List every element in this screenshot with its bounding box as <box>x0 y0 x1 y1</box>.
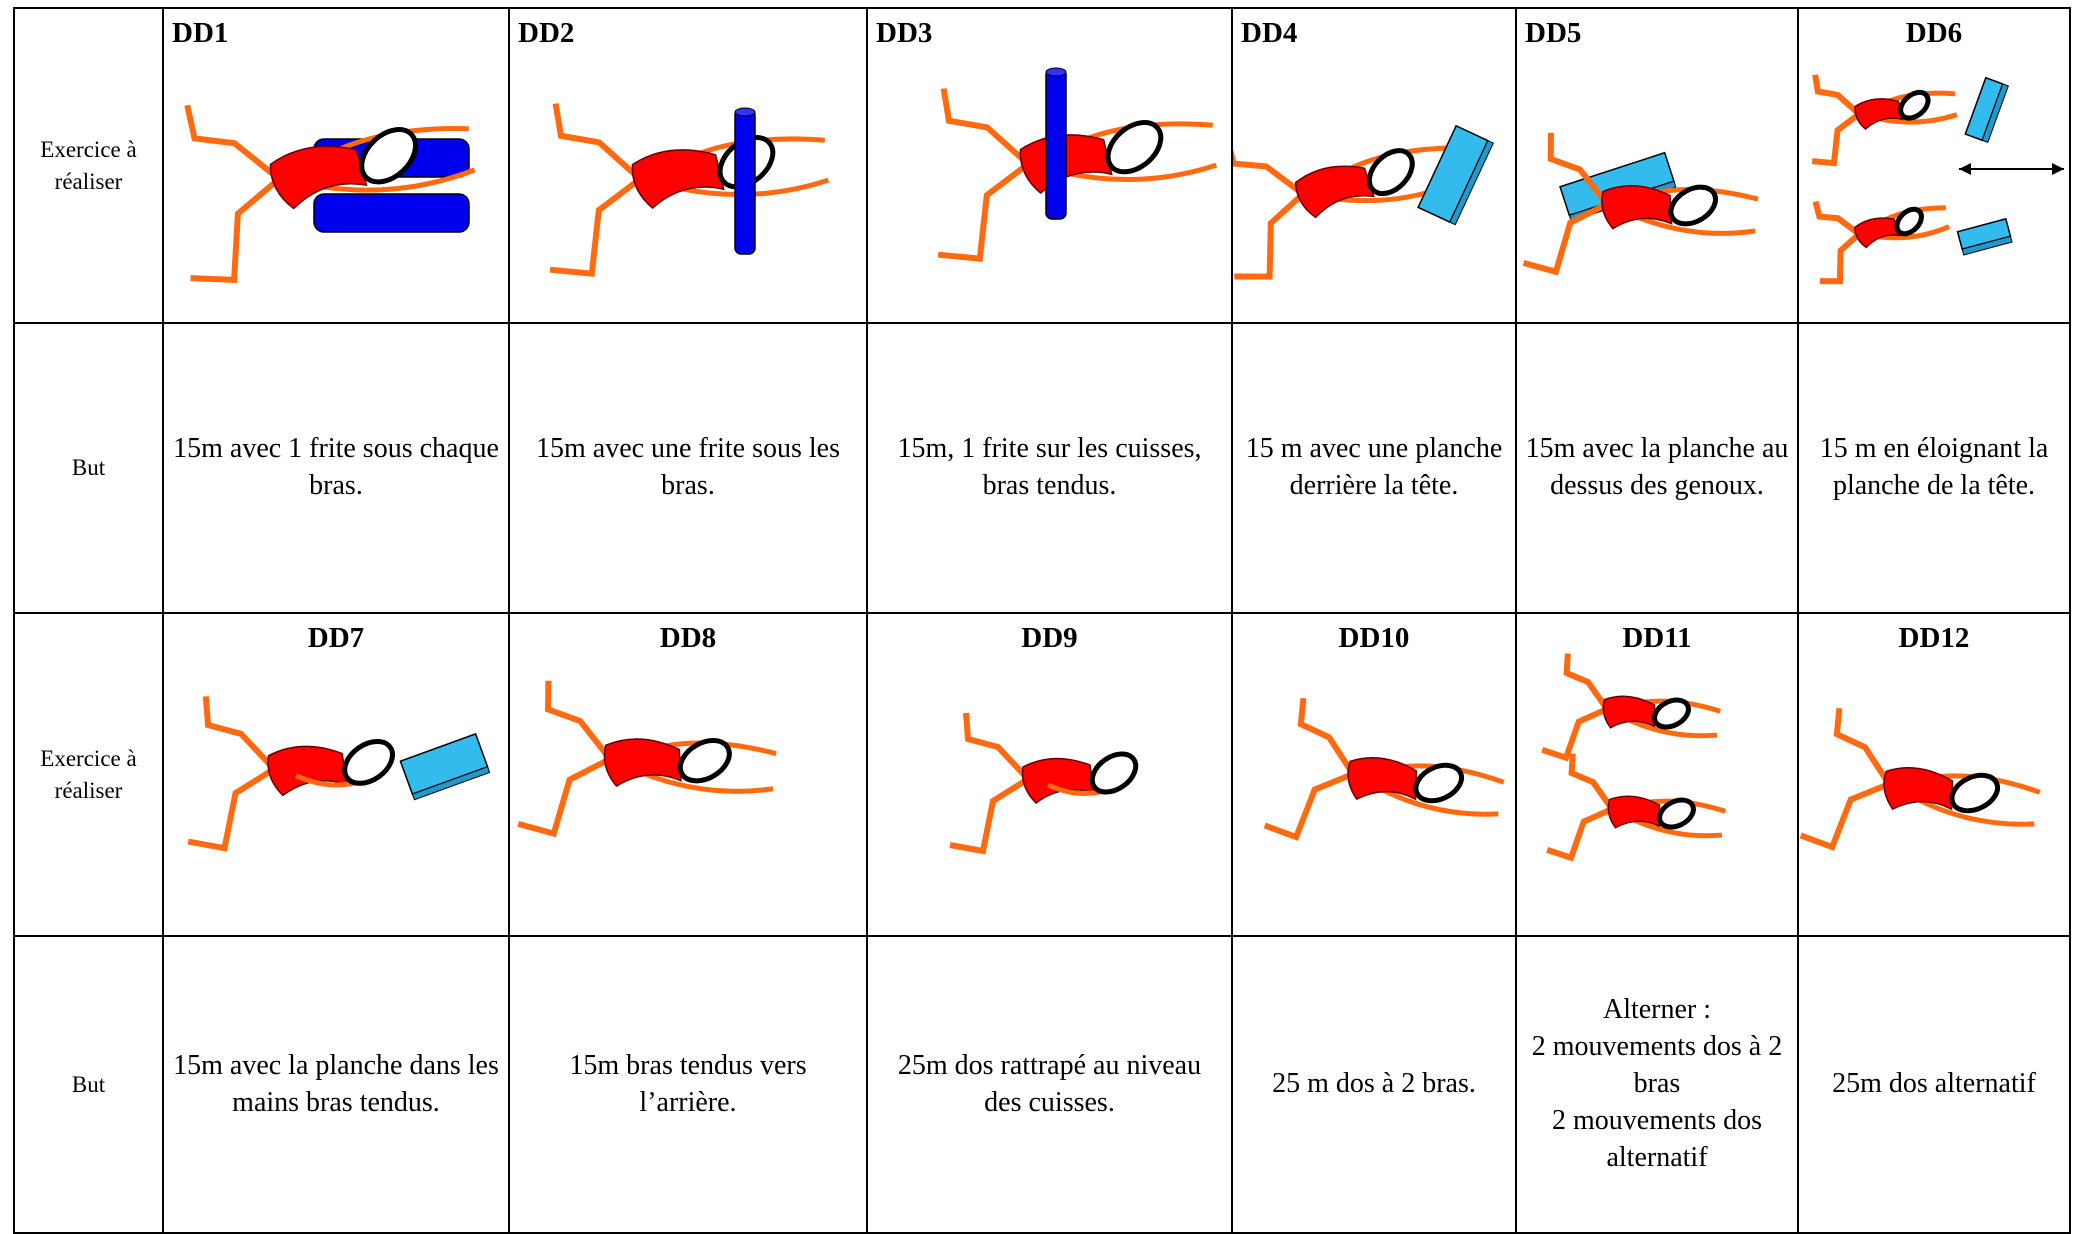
goal-cell: 15m avec une frite sous les bras. <box>508 322 868 614</box>
exercise-drawing <box>184 104 476 283</box>
exercise-label: Exercice à réaliser <box>40 746 137 803</box>
exercise-title: DD2 <box>518 17 575 49</box>
goal-cell: 15m bras tendus vers l’arrière. <box>508 935 868 1234</box>
exercise-drawing <box>1811 74 2064 285</box>
row-label: But <box>13 935 164 1234</box>
exercise-title: DD1 <box>172 17 229 49</box>
exercise-cell: DD7 <box>162 612 510 937</box>
exercise-cell: DD4 <box>1231 7 1517 324</box>
goal-cell: 15 m avec une planche derrière la tête. <box>1231 322 1517 614</box>
exercise-drawing <box>937 67 1218 262</box>
goal-text: 15m avec une frite sous les bras. <box>535 433 841 501</box>
exercise-cell: DD12 <box>1797 612 2071 937</box>
goal-cell: 15m avec la planche dans les mains bras … <box>162 935 510 1234</box>
goal-label: But <box>71 455 106 481</box>
goal-cell: 25m dos alternatif <box>1797 935 2071 1234</box>
goal-cell: 15m avec la planche au dessus des genoux… <box>1515 322 1799 614</box>
exercise-cell: DD10 <box>1231 612 1517 937</box>
exercise-cell: DD2 <box>508 7 868 324</box>
row-label: Exercice à réaliser <box>13 612 164 937</box>
exercise-title: DD7 <box>307 622 365 654</box>
exercise-drawing <box>1263 697 1505 841</box>
exercise-drawing <box>1541 653 1727 862</box>
exercise-drawing <box>949 712 1139 855</box>
exercise-title: DD6 <box>1905 17 1963 49</box>
exercise-title: DD9 <box>1021 622 1078 654</box>
goal-cell: 15m, 1 frite sur les cuisses, bras tendu… <box>866 322 1233 614</box>
exercise-title: DD8 <box>659 622 717 654</box>
exercise-cell: DD3 <box>866 7 1233 324</box>
goal-text: 15m avec 1 frite sous chaque bras. <box>173 433 499 501</box>
row-label: But <box>13 322 164 614</box>
exercise-cell: DD5 <box>1515 7 1799 324</box>
exercise-cell: DD8 <box>508 612 868 937</box>
goal-text: 15m bras tendus vers l’arrière. <box>569 1049 807 1118</box>
goal-text: 15 m avec une planche derrière la tête. <box>1245 433 1503 501</box>
goal-text: 15m avec la planche au dessus des genoux… <box>1525 433 1789 501</box>
goal-cell: 15 m en éloignant la planche de la tête. <box>1797 322 2071 614</box>
exercise-drawing <box>1522 132 1759 276</box>
exercise-drawing <box>187 696 491 852</box>
goal-text: 25 m dos à 2 bras. <box>1272 1068 1476 1100</box>
exercise-title: DD11 <box>1622 622 1692 654</box>
exercise-title: DD3 <box>876 17 933 49</box>
exercise-cell: DD11 <box>1515 612 1799 937</box>
goal-text: 15m avec la planche dans les mains bras … <box>173 1049 499 1118</box>
exercise-drawing <box>1799 707 2041 851</box>
goal-cell: 25 m dos à 2 bras. <box>1231 935 1517 1234</box>
goal-text: 15m, 1 frite sur les cuisses, bras tendu… <box>897 433 1202 501</box>
goal-text: 15 m en éloignant la planche de la tête. <box>1819 433 2049 501</box>
goal-cell: Alterner : 2 mouvements dos à 2 bras 2 m… <box>1515 935 1799 1234</box>
exercise-cell: DD6 <box>1797 7 2071 324</box>
goal-text: 25m dos alternatif <box>1832 1068 2036 1100</box>
goal-cell: 15m avec 1 frite sous chaque bras. <box>162 322 510 614</box>
exercise-title: DD4 <box>1241 17 1298 49</box>
exercise-title: DD10 <box>1338 622 1410 654</box>
exercise-title: DD5 <box>1525 17 1582 49</box>
exercise-drawing <box>517 680 777 838</box>
row-label: Exercice à réaliser <box>13 7 164 324</box>
goal-label: But <box>71 1071 106 1097</box>
exercise-drawing <box>549 103 830 277</box>
goal-text: Alterner : 2 mouvements dos à 2 bras 2 m… <box>1531 994 1783 1173</box>
goal-text: 25m dos rattrapé au niveau des cuisses. <box>897 1049 1202 1118</box>
exercise-drawing <box>1233 124 1494 280</box>
exercise-cell: DD1 <box>162 7 510 324</box>
exercise-title: DD12 <box>1898 622 1970 654</box>
goal-cell: 25m dos rattrapé au niveau des cuisses. <box>866 935 1233 1234</box>
exercise-cell: DD9 <box>866 612 1233 937</box>
exercise-label: Exercice à réaliser <box>40 137 137 194</box>
